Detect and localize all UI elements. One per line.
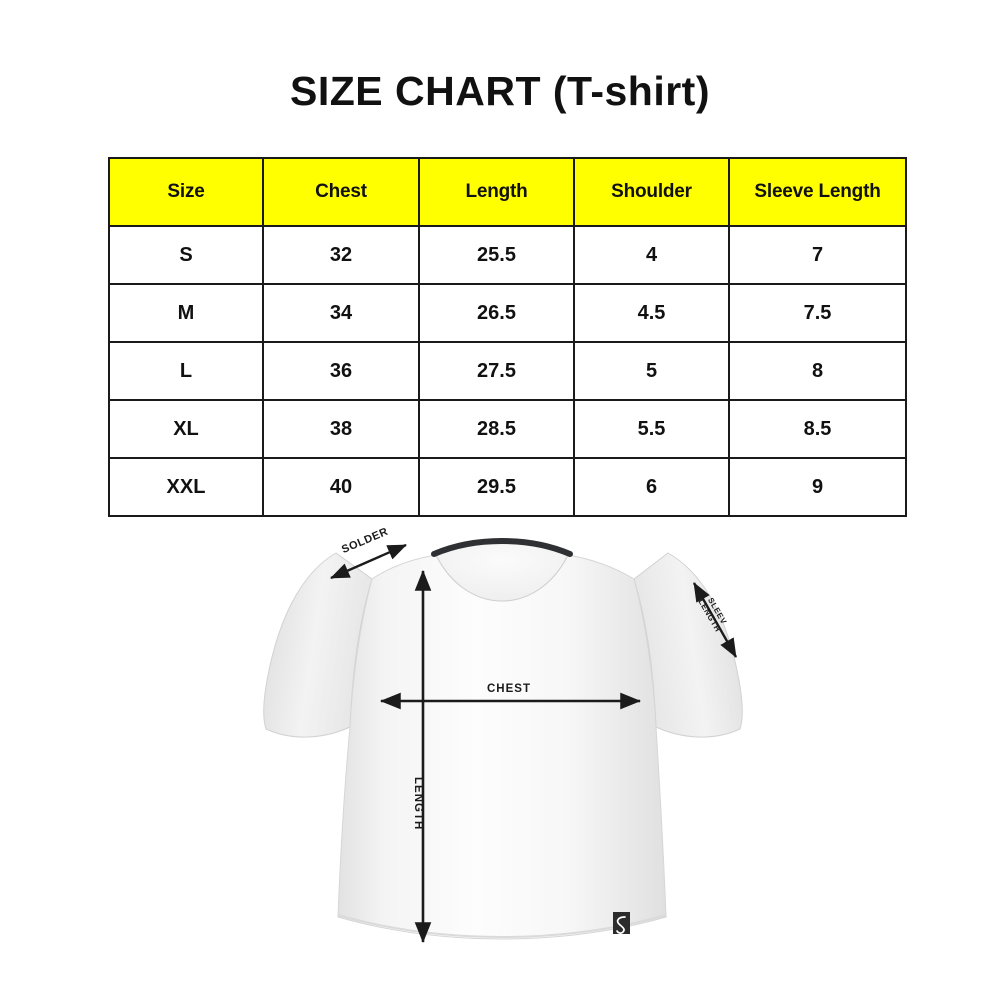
tshirt-measurement-diagram: SOLDER CHEST LENGTH SLEEV LENGTH (0, 505, 1000, 985)
column-header-sleeve-length: Sleeve Length (728, 157, 907, 227)
shoulder-measure-arrow (330, 543, 407, 580)
cell-shoulder: 5 (573, 341, 730, 401)
cell-shoulder: 5.5 (573, 399, 730, 459)
table-row: L 36 27.5 5 8 (108, 341, 907, 401)
brand-tag-icon (613, 912, 630, 934)
cell-chest: 34 (262, 283, 420, 343)
cell-size: XL (108, 399, 264, 459)
cell-size: S (108, 225, 264, 285)
chest-measure-label: CHEST (487, 683, 531, 695)
table-row: S 32 25.5 4 7 (108, 225, 907, 285)
sleeve-length-measure-arrow (692, 582, 738, 658)
cell-chest: 36 (262, 341, 420, 401)
cell-length: 26.5 (418, 283, 575, 343)
cell-length: 25.5 (418, 225, 575, 285)
cell-sleeve-length: 7.5 (728, 283, 907, 343)
table-header-row: Size Chest Length Shoulder Sleeve Length (108, 157, 907, 227)
shirt-body (337, 554, 667, 940)
column-header-chest: Chest (262, 157, 420, 227)
cell-size: M (108, 283, 264, 343)
column-header-shoulder: Shoulder (573, 157, 730, 227)
table-row: XXL 40 29.5 6 9 (108, 457, 907, 517)
cell-chest: 38 (262, 399, 420, 459)
cell-shoulder: 4 (573, 225, 730, 285)
cell-shoulder: 6 (573, 457, 730, 517)
shirt-collar-band (431, 537, 573, 557)
size-chart-table: Size Chest Length Shoulder Sleeve Length… (108, 157, 907, 517)
table-row: XL 38 28.5 5.5 8.5 (108, 399, 907, 459)
cell-length: 27.5 (418, 341, 575, 401)
length-measure-label: LENGTH (412, 777, 424, 831)
column-header-size: Size (108, 157, 264, 227)
cell-size: XXL (108, 457, 264, 517)
cell-shoulder: 4.5 (573, 283, 730, 343)
column-header-length: Length (418, 157, 575, 227)
cell-chest: 32 (262, 225, 420, 285)
cell-sleeve-length: 7 (728, 225, 907, 285)
size-chart-table-container: Size Chest Length Shoulder Sleeve Length… (108, 157, 907, 517)
cell-sleeve-length: 8 (728, 341, 907, 401)
page-title: SIZE CHART (T-shirt) (290, 68, 710, 114)
tshirt-illustration (263, 537, 743, 944)
cell-sleeve-length: 9 (728, 457, 907, 517)
table-row: M 34 26.5 4.5 7.5 (108, 283, 907, 343)
shirt-left-sleeve (263, 552, 373, 738)
cell-length: 28.5 (418, 399, 575, 459)
cell-length: 29.5 (418, 457, 575, 517)
cell-size: L (108, 341, 264, 401)
cell-sleeve-length: 8.5 (728, 399, 907, 459)
cell-chest: 40 (262, 457, 420, 517)
